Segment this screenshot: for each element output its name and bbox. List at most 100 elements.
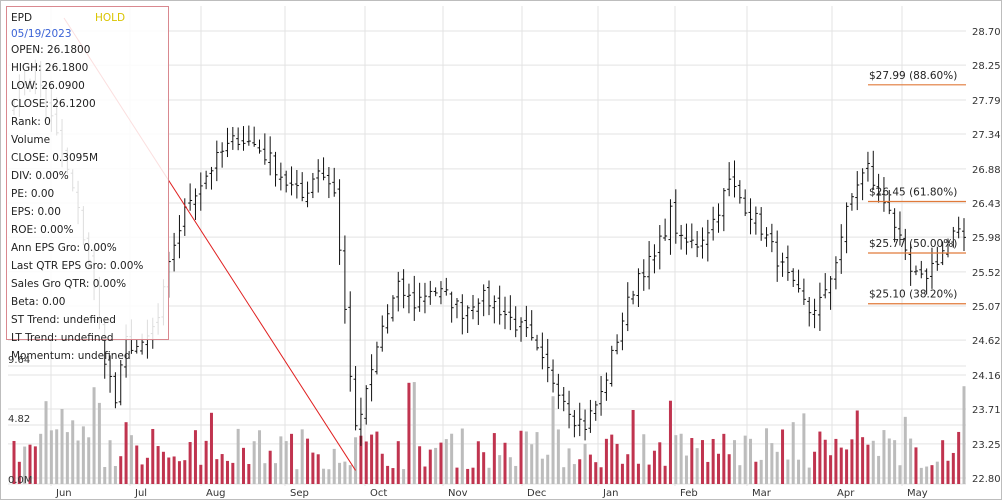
- volume-bar: [615, 443, 619, 484]
- volume-bar: [914, 447, 918, 484]
- volume-bar: [338, 462, 342, 484]
- volume-bar: [508, 457, 512, 484]
- volume-bar: [44, 401, 48, 484]
- volume-bar: [28, 444, 32, 484]
- month-tick-label: Dec: [527, 488, 546, 499]
- volume-bar: [97, 402, 101, 484]
- volume-bar: [503, 442, 507, 484]
- price-tick-label: 26.43: [972, 199, 1001, 210]
- volume-bar: [855, 410, 859, 484]
- sales-growth-qtr: Sales Gro QTR: 0.00%: [11, 278, 127, 290]
- volume-bars: [12, 382, 966, 484]
- volume-bar: [925, 466, 929, 484]
- volume-bar: [215, 459, 219, 484]
- momentum: Momentum: undefined: [11, 350, 131, 362]
- month-tick-label: Jan: [602, 488, 618, 499]
- volume-bar: [300, 429, 304, 484]
- volume-bar: [759, 459, 763, 484]
- symbol-row: EPD HOLD: [11, 9, 164, 27]
- volume-bar: [476, 441, 480, 484]
- volume-bar: [487, 467, 491, 484]
- volume-bar: [684, 455, 688, 484]
- volume-bar: [33, 446, 37, 484]
- volume-tick-label: 0.0M: [8, 475, 33, 486]
- volume-bar: [946, 460, 950, 484]
- volume-bar: [135, 445, 139, 484]
- volume-bar: [55, 429, 59, 484]
- volume-bar: [71, 420, 75, 484]
- month-tick-label: Jun: [55, 488, 72, 499]
- volume-bar: [412, 382, 416, 484]
- volume-bar: [167, 457, 171, 484]
- volume-bar: [951, 452, 955, 484]
- volume-bar: [749, 438, 753, 484]
- volume-bar: [332, 448, 336, 484]
- volume-bar: [129, 435, 133, 484]
- volume-bar: [658, 442, 662, 484]
- volume-bar: [161, 451, 165, 484]
- month-tick-label: Mar: [752, 488, 772, 499]
- volume-bar: [695, 448, 699, 484]
- volume-bar: [455, 467, 459, 484]
- price-tick-label: 27.34: [972, 130, 1001, 141]
- volume-bar: [418, 446, 422, 484]
- eps-value: EPS: 0.00: [11, 206, 61, 218]
- volume-bar: [636, 463, 640, 484]
- volume-bar: [962, 386, 966, 484]
- volume-bar: [343, 461, 347, 484]
- volume-bar: [364, 441, 368, 484]
- volume-bar: [588, 454, 592, 484]
- volume-bar: [813, 451, 817, 484]
- volume-bar: [172, 456, 176, 484]
- volume-bar: [583, 443, 587, 484]
- volume-bar: [252, 441, 256, 484]
- volume-bar: [295, 469, 299, 484]
- volume-bar: [316, 454, 320, 484]
- volume-bar: [941, 440, 945, 484]
- volume-bar: [599, 467, 603, 484]
- volume-bar: [567, 448, 571, 484]
- volume-bar: [140, 464, 144, 484]
- volume-bar: [183, 460, 187, 484]
- volume-bar: [375, 431, 379, 484]
- volume-bar: [727, 454, 731, 484]
- volume-bar: [236, 428, 240, 484]
- volume-bar: [679, 433, 683, 484]
- price-tick-label: 28.70: [972, 27, 1001, 38]
- fib-level-label: $27.99 (88.60%): [869, 70, 957, 82]
- volume-bar: [119, 456, 123, 484]
- volume-bar: [39, 433, 43, 484]
- price-tick-label: 25.98: [972, 233, 1001, 244]
- lt-trend: LT Trend: undefined: [11, 332, 114, 344]
- volume-bar: [193, 430, 197, 484]
- month-tick-label: Feb: [680, 488, 698, 499]
- volume-bar: [807, 467, 811, 484]
- volume-bar: [108, 440, 112, 484]
- fib-level-label: $25.10 (38.20%): [869, 289, 957, 301]
- rank-value: Rank: 0: [11, 116, 51, 128]
- ann-eps-growth: Ann EPS Gro: 0.00%: [11, 242, 117, 254]
- volume-bar: [327, 469, 331, 484]
- volume-bar: [578, 459, 582, 484]
- volume-bar: [631, 409, 635, 484]
- volume-bar: [882, 430, 886, 484]
- volume-bar: [898, 465, 902, 484]
- volume-bar: [519, 430, 523, 484]
- volume-bar: [791, 422, 795, 484]
- volume-bar: [620, 463, 624, 484]
- volume-bar: [279, 436, 283, 484]
- volume-bar: [92, 387, 96, 484]
- volume-bar: [690, 438, 694, 484]
- volume-bar: [151, 428, 155, 484]
- volume-close-value: CLOSE: 0.3095M: [11, 152, 99, 164]
- volume-bar: [124, 422, 128, 484]
- volume-bar: [866, 444, 870, 484]
- volume-bar: [930, 465, 934, 484]
- month-tick-label: May: [907, 488, 928, 499]
- rating-badge: HOLD: [95, 12, 126, 24]
- volume-bar: [322, 468, 326, 484]
- volume-bar: [572, 464, 576, 484]
- volume-bar: [103, 467, 107, 484]
